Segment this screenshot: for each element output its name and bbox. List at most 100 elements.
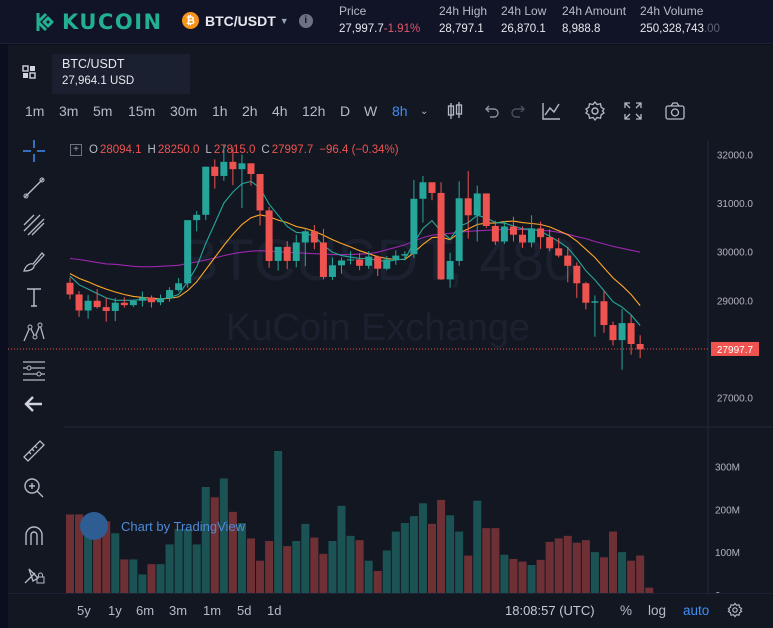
- timeframe-8h[interactable]: 8h: [392, 103, 408, 119]
- candle-body: [84, 300, 92, 311]
- volume-bar: [192, 544, 201, 595]
- candle-body: [383, 259, 391, 269]
- range-3m[interactable]: 3m: [169, 603, 188, 618]
- volume-bar: [409, 516, 418, 595]
- candle-body: [374, 256, 382, 269]
- ema-fast-line: [69, 180, 641, 326]
- text-tool-icon[interactable]: [20, 283, 48, 311]
- volume-bar: [129, 559, 138, 595]
- volume-bar: [283, 546, 292, 595]
- timeframe-1m[interactable]: 1m: [25, 103, 45, 119]
- price-change: -1.91%: [383, 23, 421, 35]
- candle-type-icon[interactable]: [444, 100, 466, 122]
- lock-drawings-icon[interactable]: [20, 559, 48, 587]
- timeframe-d[interactable]: D: [340, 103, 351, 119]
- volume-bar: [84, 516, 93, 595]
- zoom-in-icon[interactable]: [20, 474, 48, 502]
- timeframe-2h[interactable]: 2h: [242, 103, 258, 119]
- ruler-icon[interactable]: [20, 437, 48, 465]
- pattern-tool-icon[interactable]: [20, 319, 48, 347]
- volume-bar: [328, 541, 337, 595]
- legend-toggle-icon[interactable]: +: [70, 144, 82, 156]
- price-chart[interactable]: BTCUSDT, 480 KuCoin Exchange 32000.03100…: [8, 140, 773, 620]
- fib-retracement-icon[interactable]: [20, 356, 48, 384]
- range-1d[interactable]: 1d: [267, 603, 282, 618]
- volume-bar: [292, 541, 301, 595]
- range-5y[interactable]: 5y: [77, 603, 91, 618]
- brush-icon[interactable]: [20, 247, 48, 275]
- candle-body: [102, 307, 110, 311]
- volume-bar: [346, 535, 355, 595]
- candle-body: [564, 255, 572, 266]
- range-5d[interactable]: 5d: [237, 603, 252, 618]
- undo-icon[interactable]: [480, 100, 502, 122]
- candle-body: [319, 242, 327, 277]
- screenshot-camera-icon[interactable]: [664, 100, 686, 122]
- price-tick-label: 31000.0: [717, 199, 754, 210]
- candle-body: [129, 300, 137, 306]
- auto-toggle[interactable]: auto: [683, 603, 710, 618]
- last-price-label: 27997.7: [717, 345, 754, 356]
- volume-bar: [364, 560, 373, 595]
- range-1m[interactable]: 1m: [203, 603, 222, 618]
- volume-bar: [464, 555, 473, 595]
- volume-bar: [265, 541, 274, 595]
- pitchfork-icon[interactable]: [20, 211, 48, 239]
- volume-bar: [120, 559, 129, 595]
- percent-toggle[interactable]: %: [620, 603, 633, 618]
- settings-gear-icon[interactable]: [584, 100, 606, 122]
- candle-body: [591, 301, 599, 303]
- crosshair-icon[interactable]: [20, 137, 48, 165]
- timeframe-1h[interactable]: 1h: [212, 103, 228, 119]
- candle-body: [256, 174, 264, 211]
- price-value: 27,997.7: [339, 23, 384, 35]
- pair-selector[interactable]: ₿ BTC/USDT ▼ i: [182, 12, 313, 29]
- info-icon[interactable]: i: [298, 13, 313, 28]
- timeframe-chevron-icon[interactable]: ⌄: [420, 106, 429, 117]
- magnet-icon[interactable]: [20, 523, 48, 551]
- price-tick-label: 27000.0: [717, 393, 754, 404]
- volume-bar: [418, 503, 427, 595]
- candle-body: [428, 182, 436, 193]
- timeframe-w[interactable]: W: [364, 103, 378, 119]
- volume-bar: [437, 499, 446, 595]
- timeframe-4h[interactable]: 4h: [272, 103, 288, 119]
- range-1y[interactable]: 1y: [108, 603, 122, 618]
- timeframe-5m[interactable]: 5m: [93, 103, 113, 119]
- candle-body: [175, 283, 183, 291]
- timeframe-3m[interactable]: 3m: [59, 103, 79, 119]
- redo-icon[interactable]: [508, 100, 530, 122]
- candle-body: [437, 192, 445, 280]
- indicators-icon[interactable]: [540, 100, 562, 122]
- log-toggle[interactable]: log: [648, 603, 667, 618]
- timeframe-12h[interactable]: 12h: [302, 103, 326, 119]
- trend-line-icon[interactable]: [20, 174, 48, 202]
- volume-bar: [174, 529, 183, 595]
- fullscreen-icon[interactable]: [622, 100, 644, 122]
- pair-label: BTC/USDT: [205, 12, 276, 29]
- price-tick-label: 32000.0: [717, 151, 754, 162]
- symbol-box[interactable]: BTC/USDT 27,964.1 USD: [52, 54, 190, 94]
- kucoin-logo[interactable]: KUCOIN: [32, 10, 163, 34]
- volume-tick-label: 100M: [715, 548, 740, 559]
- timeframe-15m[interactable]: 15m: [128, 103, 156, 119]
- utc-clock[interactable]: 18:08:57 (UTC): [505, 603, 595, 618]
- back-arrow-icon[interactable]: [20, 390, 48, 418]
- chart-settings-gear-icon[interactable]: [727, 602, 743, 618]
- chart-panel: BTC/USDT 27,964.1 USD 1m 3m 5m 15m 30m 1…: [8, 45, 773, 628]
- volume-bar: [373, 571, 382, 595]
- candle-body: [310, 231, 318, 243]
- candle-body: [555, 248, 563, 256]
- timeframe-30m[interactable]: 30m: [170, 103, 198, 119]
- candle-body: [519, 234, 526, 243]
- range-6m[interactable]: 6m: [136, 603, 155, 618]
- volume-bar: [201, 487, 210, 595]
- tradingview-badge[interactable]: Chart by TradingView: [80, 512, 245, 540]
- volume-bar: [93, 521, 102, 595]
- tradingview-logo-icon: [80, 512, 108, 540]
- candle-body: [347, 259, 355, 261]
- candle-body: [66, 282, 74, 295]
- layout-grid-icon[interactable]: [22, 65, 36, 79]
- volume-tick-label: 300M: [715, 462, 740, 473]
- candle-body: [147, 297, 155, 303]
